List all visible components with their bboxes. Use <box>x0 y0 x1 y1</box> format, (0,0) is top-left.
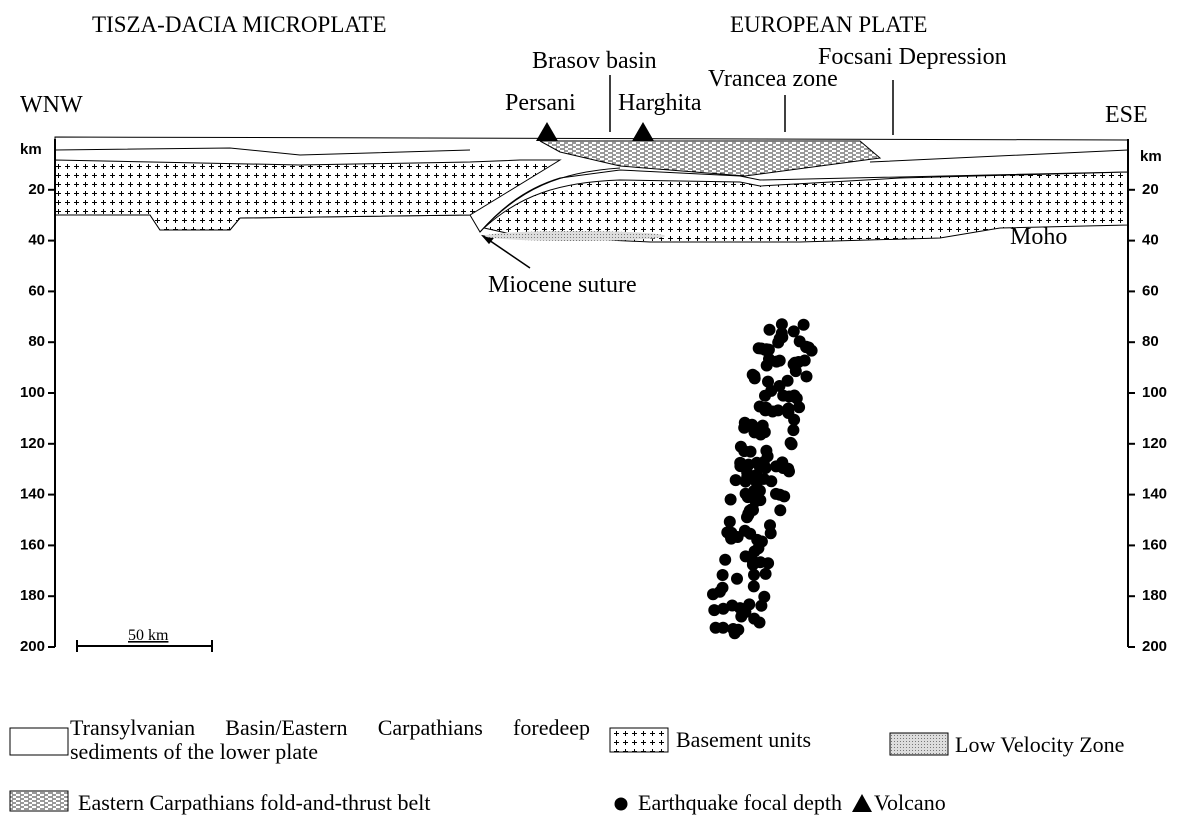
earthquake <box>741 511 753 523</box>
diagram: TISZA-DACIA MICROPLATE EUROPEAN PLATE WN… <box>0 0 1202 821</box>
tick-label: 40 <box>1142 232 1159 249</box>
earthquake <box>717 569 729 581</box>
earthquake <box>760 462 772 474</box>
tick-label: 180 <box>1142 587 1167 604</box>
feature-label: Harghita <box>618 90 702 116</box>
earthquake <box>732 624 744 636</box>
earthquake <box>735 611 747 623</box>
tick-label: 140 <box>1142 486 1167 503</box>
earthquake <box>772 404 784 416</box>
legend-sediments: Transylvanian Basin/Eastern Carpathians … <box>70 716 590 764</box>
earthquake <box>759 404 771 416</box>
direction: WNW <box>20 92 83 118</box>
legend-label: Volcano <box>874 790 946 815</box>
earthquake <box>785 437 797 449</box>
earthquake <box>707 588 719 600</box>
earthquake <box>762 557 774 569</box>
tick-label: 40 <box>28 232 45 249</box>
earthquake <box>759 390 771 402</box>
earthquake <box>740 488 752 500</box>
earthquake <box>730 474 742 486</box>
earthquake <box>735 457 747 469</box>
tick-label: 160 <box>20 536 45 553</box>
earthquake <box>776 327 788 339</box>
tick-label: 100 <box>1142 384 1167 401</box>
tick-label: 160 <box>1142 536 1167 553</box>
tick-label: 20 <box>28 181 45 198</box>
earthquake <box>725 533 737 545</box>
earthquake <box>740 550 752 562</box>
earthquake <box>739 525 751 537</box>
tick-label: 80 <box>28 333 45 350</box>
earthquake <box>719 554 731 566</box>
earthquake <box>755 600 767 612</box>
legend-label: Earthquake focal depth <box>638 790 842 815</box>
tick-label: 120 <box>20 435 45 452</box>
earthquake <box>771 356 783 368</box>
feature-label: Brasov basin <box>532 48 657 74</box>
earthquake <box>724 516 736 528</box>
earthquake <box>759 344 771 356</box>
earthquake <box>755 423 767 435</box>
earthquake <box>725 494 737 506</box>
earthquake <box>765 475 777 487</box>
tick-label: 200 <box>1142 638 1167 655</box>
earthquake <box>764 519 776 531</box>
earthquake <box>760 445 772 457</box>
earthquake <box>717 622 729 634</box>
earthquake <box>788 414 800 426</box>
plate-label: TISZA-DACIA MICROPLATE <box>92 12 387 37</box>
cross-section <box>55 137 1128 242</box>
earthquake <box>747 369 759 381</box>
earthquake <box>788 358 800 370</box>
earthquake <box>760 568 772 580</box>
tick-label: 100 <box>20 384 45 401</box>
earthquake <box>764 324 776 336</box>
feature-label: Focsani Depression <box>818 44 1007 70</box>
tick-label: 20 <box>1142 181 1159 198</box>
direction: ESE <box>1105 102 1148 128</box>
scale-label: 50 km <box>128 627 169 644</box>
earthquake <box>777 390 789 402</box>
earthquake <box>735 441 747 453</box>
earthquake <box>741 471 753 483</box>
earthquake <box>782 375 794 387</box>
earthquakes <box>707 318 818 639</box>
earthquake <box>794 335 806 347</box>
tick-label: 80 <box>1142 333 1159 350</box>
earthquake <box>774 504 786 516</box>
earthquake <box>748 580 760 592</box>
tick-label: 120 <box>1142 435 1167 452</box>
tick-label: 200 <box>20 638 45 655</box>
earthquake <box>762 376 774 388</box>
earthquake <box>801 371 813 383</box>
earthquake <box>731 573 743 585</box>
axis-unit: km <box>1140 148 1162 165</box>
tick-label: 60 <box>1142 282 1159 299</box>
earthquake <box>782 403 794 415</box>
tick-label: 180 <box>20 587 45 604</box>
earthquake <box>777 460 789 472</box>
legend-label: Eastern Carpathians fold-and-thrust belt <box>78 790 431 815</box>
feature-label: Miocene suture <box>488 272 637 298</box>
tick-label: 60 <box>28 282 45 299</box>
feature-label: Persani <box>505 90 576 116</box>
earthquake <box>754 485 766 497</box>
legend-text: Transylvanian Basin/Eastern Carpathians … <box>70 716 590 776</box>
tick-label: 140 <box>20 486 45 503</box>
plate-label: EUROPEAN PLATE <box>730 12 927 37</box>
legend-label: Low Velocity Zone <box>955 732 1124 757</box>
earthquake <box>708 604 720 616</box>
earthquake <box>787 424 799 436</box>
earthquake <box>788 325 800 337</box>
earthquake <box>748 569 760 581</box>
axis-unit: km <box>20 141 42 158</box>
earthquake <box>793 401 805 413</box>
earthquake <box>778 490 790 502</box>
legend-label: Basement units <box>676 727 811 752</box>
earthquake <box>798 319 810 331</box>
